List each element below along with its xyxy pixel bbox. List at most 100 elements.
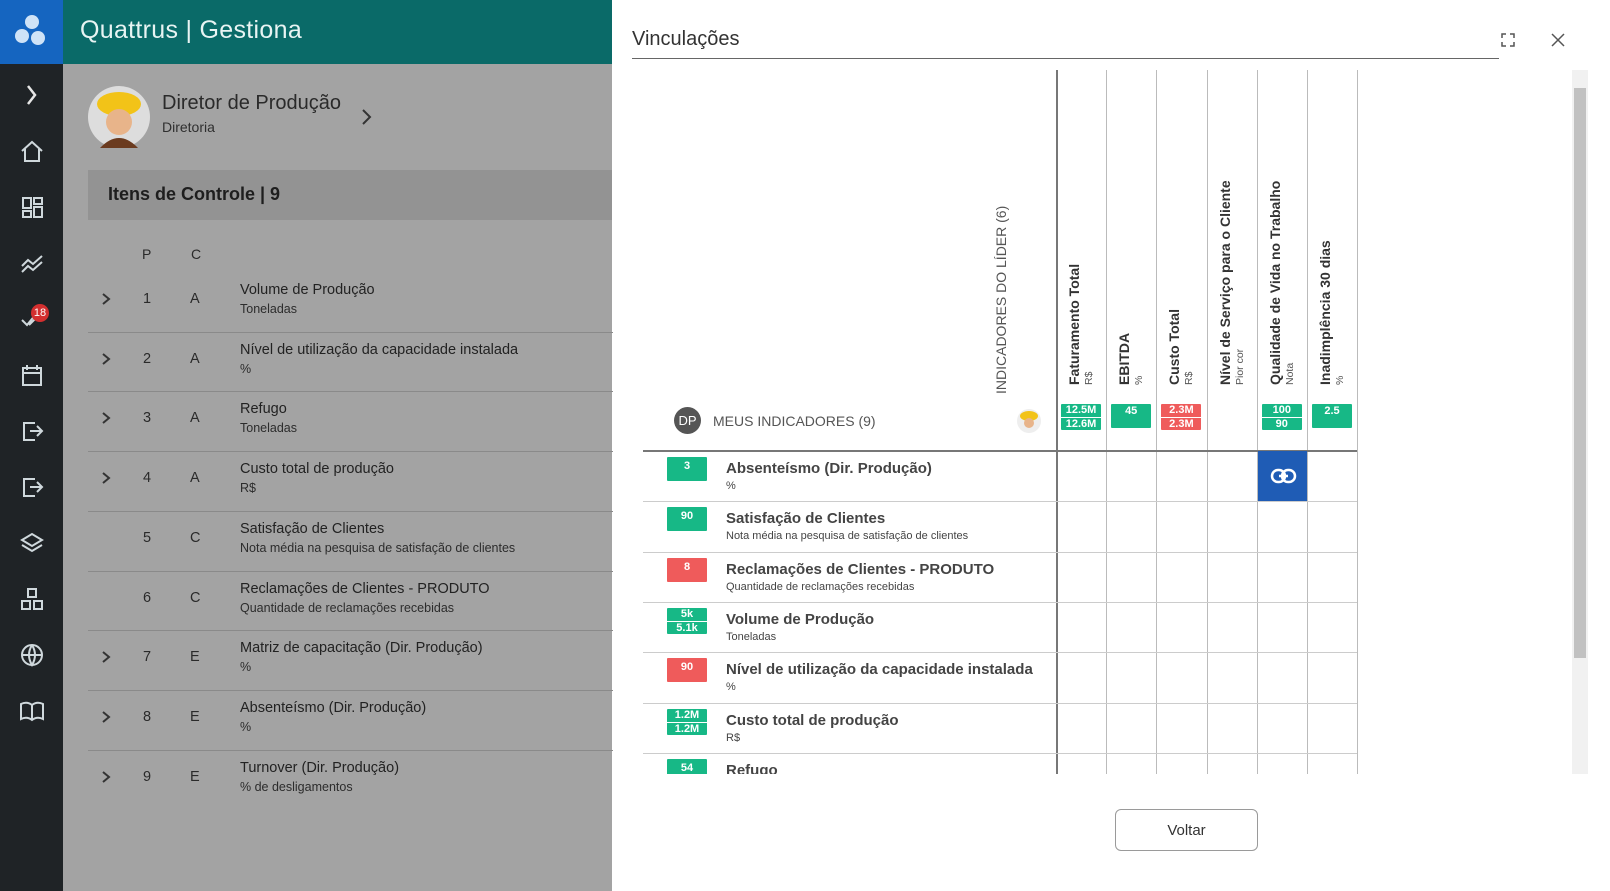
sidebar-icon[interactable] bbox=[17, 360, 47, 390]
row-name: Satisfação de Clientes bbox=[726, 510, 886, 528]
badge-value: 54 bbox=[680, 761, 694, 774]
badge-value: 5k bbox=[680, 607, 694, 620]
expand-chevron[interactable] bbox=[100, 351, 112, 367]
column-header: Inadimplência 30 dias% bbox=[1317, 240, 1347, 385]
row-name: Refugo bbox=[726, 761, 778, 774]
item-name: Nível de utilização da capacidade instal… bbox=[240, 341, 519, 358]
row-separator bbox=[88, 689, 613, 691]
column-line bbox=[1056, 70, 1058, 774]
column-line bbox=[1256, 70, 1258, 774]
header-line bbox=[643, 450, 1358, 452]
item-unit: % bbox=[240, 719, 252, 734]
expand-chevron[interactable] bbox=[100, 410, 112, 426]
item-code: E bbox=[190, 708, 200, 725]
icon-glyph bbox=[23, 422, 44, 441]
chevron-glyph bbox=[102, 352, 111, 365]
sidebar-icon[interactable] bbox=[17, 248, 47, 278]
expand-chevron[interactable] bbox=[100, 709, 112, 725]
chevron-glyph bbox=[102, 412, 111, 425]
item-unit: % bbox=[240, 660, 252, 675]
column-unit: % bbox=[1334, 375, 1346, 385]
chevron-glyph bbox=[102, 472, 111, 484]
column-header: Custo Total R$ bbox=[1166, 309, 1196, 385]
icon-glyph bbox=[20, 701, 44, 722]
logo[interactable] bbox=[0, 0, 63, 64]
sidebar-icon[interactable] bbox=[17, 80, 47, 110]
item-number: 4 bbox=[143, 470, 152, 487]
column-name: Custo Total bbox=[1166, 309, 1183, 385]
row-unit: Toneladas bbox=[726, 630, 777, 643]
badge-value: 8 bbox=[683, 560, 691, 573]
row-line bbox=[643, 752, 1358, 754]
scroll-thumb[interactable] bbox=[1574, 88, 1586, 658]
item-name: Reclamações de Clientes - PRODUTO bbox=[240, 580, 490, 597]
sidebar-icon[interactable] bbox=[17, 416, 47, 446]
badge-value: 100 bbox=[1272, 404, 1291, 416]
row-unit: Quantidade de reclamações recebidas bbox=[726, 580, 915, 593]
icon-glyph bbox=[27, 85, 37, 105]
expand-chevron[interactable] bbox=[100, 769, 112, 785]
icon-glyph bbox=[21, 588, 43, 610]
modal bbox=[612, 0, 1610, 891]
row-unit: % bbox=[726, 681, 736, 694]
value-badge: 54 bbox=[667, 758, 707, 774]
item-unit: % de desligamentos bbox=[240, 779, 353, 794]
badge-value: 90 bbox=[680, 510, 694, 523]
item-name: Matriz de capacitação (Dir. Produção) bbox=[240, 640, 483, 657]
chevron-glyph bbox=[102, 293, 111, 305]
column-line bbox=[1206, 70, 1208, 774]
item-number: 1 bbox=[143, 291, 152, 307]
column-line bbox=[1106, 70, 1108, 774]
row-separator bbox=[88, 391, 613, 393]
value-badge: 90 bbox=[667, 507, 707, 532]
item-code: C bbox=[190, 589, 201, 606]
profile-role: Diretoria bbox=[162, 119, 215, 135]
expand-chevron[interactable] bbox=[100, 291, 112, 307]
item-code: A bbox=[190, 470, 200, 487]
row-line bbox=[643, 652, 1358, 654]
sidebar-icon[interactable] bbox=[17, 136, 47, 166]
chevron-glyph bbox=[102, 711, 111, 723]
value-badge: 2.3M 2.3M bbox=[1161, 404, 1202, 430]
badge-value: 90 bbox=[680, 661, 694, 674]
item-code: E bbox=[190, 768, 200, 785]
item-unit: % bbox=[240, 361, 252, 376]
profile-avatar[interactable] bbox=[86, 84, 152, 150]
expand-chevron[interactable] bbox=[100, 470, 112, 486]
link-cell[interactable] bbox=[1257, 451, 1307, 502]
back-button[interactable]: Voltar bbox=[1115, 809, 1258, 851]
profile-chevron[interactable] bbox=[360, 108, 374, 126]
column-unit: R$ bbox=[1183, 371, 1196, 385]
title-underline bbox=[632, 58, 1499, 59]
item-unit: Toneladas bbox=[240, 302, 297, 316]
badge-value: 2.5 bbox=[1324, 405, 1340, 417]
row-name: Volume de Produção bbox=[726, 610, 875, 628]
column-header: C bbox=[191, 246, 202, 262]
panel-header bbox=[88, 170, 613, 220]
value-badge: 45 bbox=[1111, 404, 1152, 428]
item-name: Satisfação de Clientes bbox=[240, 520, 385, 537]
item-number: 3 bbox=[143, 410, 152, 427]
column-line bbox=[1307, 70, 1308, 774]
column-name: Qualidade de Vida no Trabalho bbox=[1266, 180, 1283, 385]
link-matrix: Faturamento Total R$ 12.5M 12.6M EBITDA% 45 Cu… bbox=[643, 70, 1588, 774]
leader-avatar bbox=[1016, 408, 1042, 434]
sidebar-icon[interactable] bbox=[17, 472, 47, 502]
value-badge: 2.5 bbox=[1312, 404, 1352, 428]
column-header: Faturamento Total R$ bbox=[1066, 264, 1096, 385]
sidebar-icon[interactable] bbox=[17, 192, 47, 222]
sidebar-icon[interactable] bbox=[17, 640, 47, 670]
sidebar-icon[interactable] bbox=[17, 696, 47, 726]
badge-value: 1.2M bbox=[667, 721, 707, 736]
expand-chevron[interactable] bbox=[100, 649, 112, 665]
column-unit: R$ bbox=[1083, 371, 1095, 385]
row-separator bbox=[88, 749, 613, 751]
my-initials: DP bbox=[674, 407, 701, 434]
badge-value: 12.5M bbox=[1065, 404, 1097, 416]
column-header: EBITDA% bbox=[1116, 333, 1146, 385]
close-icon[interactable] bbox=[1550, 32, 1566, 48]
expand-icon[interactable] bbox=[1500, 32, 1516, 48]
sidebar-icon[interactable] bbox=[17, 528, 47, 558]
badge-value: 3 bbox=[683, 460, 691, 472]
sidebar-icon[interactable] bbox=[17, 584, 47, 614]
